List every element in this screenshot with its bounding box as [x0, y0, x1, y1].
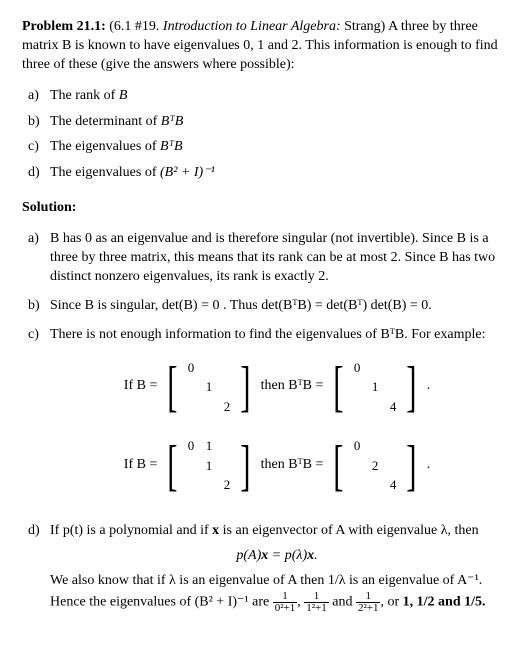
fraction-1: 10²+1: [273, 591, 298, 614]
question-c-label: c): [28, 138, 50, 157]
problem-label: Problem 21.1:: [22, 19, 106, 34]
solution-list: a) B has 0 as an eigenvalue and is there…: [22, 230, 504, 613]
question-list: a) The rank of B b) The determinant of B…: [22, 87, 504, 184]
question-c: c) The eigenvalues of BᵀB: [28, 138, 504, 157]
problem-book: Introduction to Linear Algebra:: [163, 19, 341, 34]
question-a-label: a): [28, 87, 50, 106]
fraction-2: 11²+1: [304, 591, 329, 614]
problem-statement: Problem 21.1: (6.1 #19. Introduction to …: [22, 18, 504, 75]
solution-d: d) If p(t) is a polynomial and if x is a…: [28, 522, 504, 614]
question-d-label: d): [28, 164, 50, 183]
solution-c: c) There is not enough information to fi…: [28, 326, 504, 512]
matrix-example-2: If B = [0 11 2] then BᵀB = [0 2 4] .: [50, 433, 504, 498]
question-d: d) The eigenvalues of (B² + I)⁻¹: [28, 164, 504, 183]
problem-author: Strang): [344, 19, 385, 34]
solution-b: b) Since B is singular, det(B) = 0 . Thu…: [28, 297, 504, 316]
matrix-example-1: If B = [0 1 2] then BᵀB = [0 1 4] .: [50, 355, 504, 420]
solution-a: a) B has 0 as an eigenvalue and is there…: [28, 230, 504, 287]
question-b-label: b): [28, 113, 50, 132]
problem-ref: (6.1 #19.: [109, 19, 159, 34]
question-b: b) The determinant of BᵀB: [28, 113, 504, 132]
question-a: a) The rank of B: [28, 87, 504, 106]
fraction-3: 12²+1: [356, 591, 381, 614]
solution-heading: Solution:: [22, 199, 504, 218]
equation-pA: p(A)x = p(λ)x.: [50, 547, 504, 566]
